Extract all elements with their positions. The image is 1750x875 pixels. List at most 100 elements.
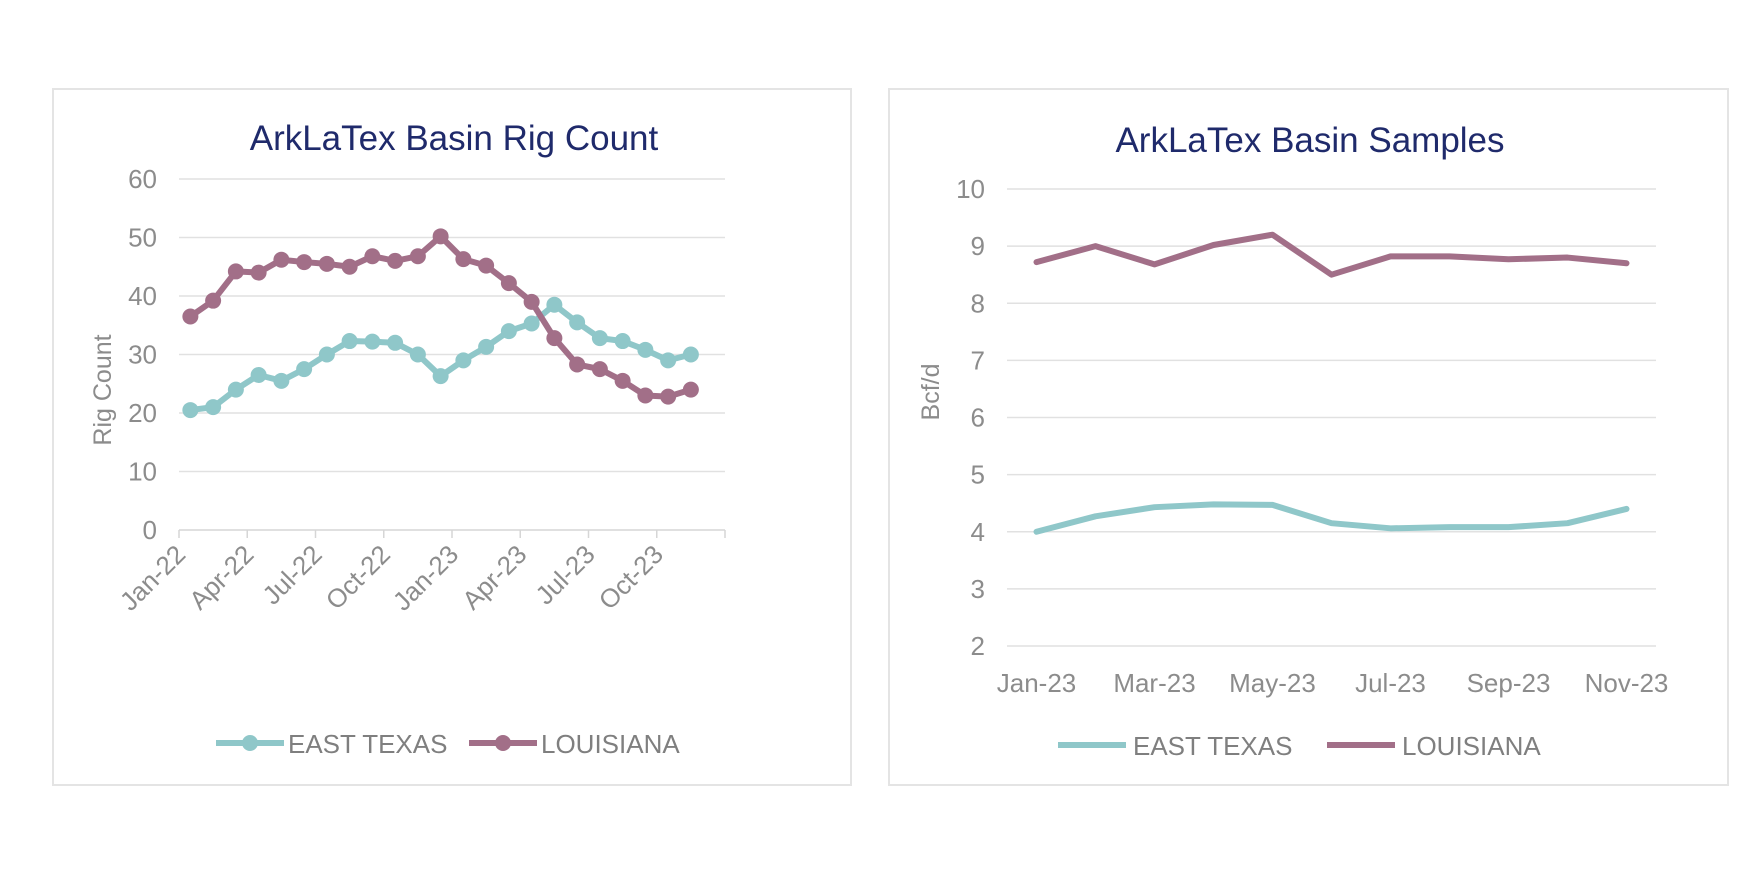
data-point-louisiana [364, 248, 381, 265]
y-axis-label: Rig Count [89, 334, 117, 445]
x-tick-label: Jan-22 [114, 539, 191, 616]
data-point-louisiana [227, 263, 244, 280]
x-tick-label: May-23 [1229, 668, 1316, 698]
x-tick-label: Jul-22 [256, 539, 327, 610]
legend-marker-louisiana [495, 735, 511, 751]
data-point-east-texas [591, 330, 608, 347]
data-point-louisiana [637, 387, 654, 404]
data-point-east-texas [523, 315, 540, 332]
y-tick-label: 40 [128, 281, 157, 311]
data-point-east-texas [182, 402, 199, 419]
data-point-louisiana [478, 257, 495, 274]
data-point-louisiana [660, 388, 677, 405]
y-tick-label: 20 [128, 398, 157, 428]
gridlines [178, 178, 726, 538]
x-tick-label: Jan-23 [997, 668, 1077, 698]
y-tick-label: 6 [971, 403, 985, 433]
data-point-louisiana [341, 258, 358, 275]
y-tick-label: 60 [128, 164, 157, 194]
data-point-east-texas [614, 333, 631, 350]
legend: EAST TEXAS LOUISIANA [216, 729, 680, 759]
data-point-louisiana [523, 293, 540, 310]
data-point-east-texas [682, 346, 699, 363]
data-point-louisiana [614, 372, 631, 389]
y-tick-label: 10 [956, 174, 985, 204]
legend-label-louisiana: LOUISIANA [541, 729, 680, 759]
y-tick-label: 0 [143, 515, 157, 545]
y-axis-label: Bcf/d [917, 364, 945, 421]
legend: EAST TEXAS LOUISIANA [1058, 731, 1541, 761]
data-point-louisiana [409, 248, 426, 265]
rig-count-chart: ArkLaTex Basin Rig Count Rig Count 0 10 20… [89, 119, 726, 759]
series-line-louisiana [1033, 231, 1630, 278]
y-tick-label: 5 [971, 460, 985, 490]
x-tick-label: Jul-23 [529, 539, 600, 610]
data-point-louisiana [250, 264, 267, 281]
x-tick-label: Mar-23 [1113, 668, 1195, 698]
data-point-east-texas [660, 352, 677, 369]
chart-title: ArkLaTex Basin Samples [1115, 121, 1504, 160]
data-point-louisiana [182, 308, 199, 325]
rig-count-chart-panel: ArkLaTex Basin Rig Count Rig Count 0 10 20… [52, 88, 852, 786]
data-point-east-texas [409, 346, 426, 363]
x-tick-label: Oct-23 [593, 539, 669, 615]
y-tick-label: 7 [971, 345, 985, 375]
x-tick-label: Nov-23 [1585, 668, 1669, 698]
data-point-louisiana [318, 255, 335, 272]
data-point-louisiana [682, 381, 699, 398]
data-point-east-texas [318, 346, 335, 363]
x-tick-label: Jul-23 [1355, 668, 1426, 698]
legend-marker-east-texas [242, 735, 258, 751]
data-point-east-texas [205, 399, 222, 416]
y-tick-label: 2 [971, 631, 985, 661]
data-point-east-texas [296, 361, 313, 378]
data-point-louisiana [591, 361, 608, 378]
legend-label-east-texas: EAST TEXAS [1133, 731, 1292, 761]
data-point-louisiana [296, 254, 313, 271]
series-line-east-texas [189, 301, 692, 414]
x-tick-label: Apr-23 [456, 539, 532, 615]
y-tick-label: 30 [128, 340, 157, 370]
data-point-louisiana [432, 228, 449, 245]
data-point-east-texas [637, 341, 654, 358]
data-point-east-texas [227, 381, 244, 398]
series-lines [182, 228, 699, 419]
y-tick-label: 8 [971, 288, 985, 318]
data-point-louisiana [500, 275, 517, 292]
chart-title: ArkLaTex Basin Rig Count [250, 119, 659, 158]
data-point-east-texas [364, 333, 381, 350]
data-point-louisiana [273, 251, 290, 268]
data-point-east-texas [341, 333, 358, 350]
legend-label-louisiana: LOUISIANA [1402, 731, 1541, 761]
y-tick-label: 3 [971, 574, 985, 604]
series-line-east-texas [1033, 501, 1630, 535]
legend-label-east-texas: EAST TEXAS [288, 729, 447, 759]
data-point-east-texas [455, 352, 472, 369]
data-point-east-texas [478, 338, 495, 355]
samples-chart-panel: ArkLaTex Basin Samples Bcf/d 2 3 4 5 6 7 8 9 10 … [888, 88, 1729, 786]
gridlines [1007, 188, 1656, 647]
x-tick-label: Apr-22 [183, 539, 259, 615]
data-point-east-texas [250, 366, 267, 383]
x-tick-label: Oct-22 [320, 539, 396, 615]
y-tick-label: 50 [128, 223, 157, 253]
samples-chart: ArkLaTex Basin Samples Bcf/d 2345678910 … [917, 121, 1669, 761]
x-tick-labels: Jan-23 Mar-23 May-23 Jul-23 Sep-23 Nov-23 [997, 668, 1669, 698]
data-point-east-texas [500, 323, 517, 340]
y-tick-label: 10 [128, 457, 157, 487]
y-tick-labels: 0 10 20 30 40 50 60 [128, 164, 157, 545]
data-point-louisiana [569, 356, 586, 373]
data-point-louisiana [455, 251, 472, 268]
x-tick-label: Jan-23 [387, 539, 464, 616]
x-tick-labels: Jan-22Apr-22Jul-22Oct-22Jan-23Apr-23Jul-… [114, 539, 669, 616]
data-point-east-texas [546, 296, 563, 313]
y-tick-label: 4 [971, 517, 985, 547]
x-tick-label: Sep-23 [1467, 668, 1551, 698]
data-point-east-texas [387, 334, 404, 351]
y-tick-label: 9 [971, 231, 985, 261]
data-point-louisiana [387, 252, 404, 269]
y-tick-labels: 2 3 4 5 6 7 8 9 10 [956, 174, 985, 661]
data-point-east-texas [432, 368, 449, 385]
data-point-louisiana [205, 292, 222, 309]
data-point-east-texas [569, 314, 586, 331]
